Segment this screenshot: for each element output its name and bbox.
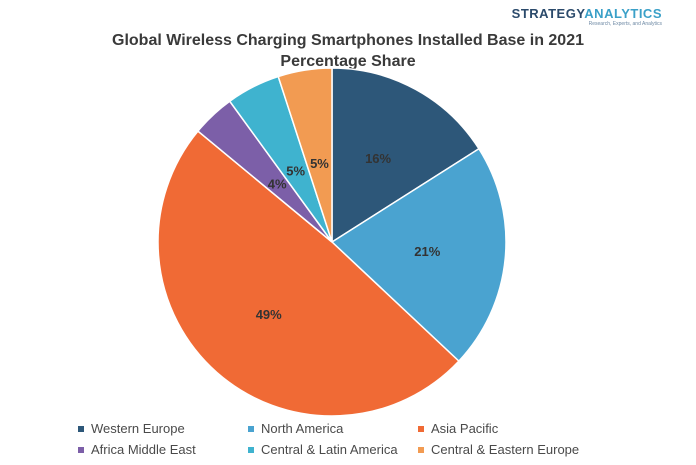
legend-label: North America — [261, 421, 344, 436]
legend-swatch — [418, 446, 424, 453]
legend-label: Central & Latin America — [261, 442, 398, 457]
chart-title: Global Wireless Charging Smartphones Ins… — [112, 32, 584, 49]
pie-slice-asia-pacific — [157, 130, 460, 417]
logo-accent-text: ANALYTICS — [584, 6, 662, 21]
legend-label: Asia Pacific — [431, 421, 499, 436]
pie-slice-north-america — [330, 147, 507, 363]
legend-swatch — [78, 425, 84, 432]
legend-swatch — [78, 446, 84, 453]
slice-data-label: 49% — [256, 307, 282, 322]
logo-main-text: STRATEGY — [511, 6, 585, 21]
legend-swatch — [418, 425, 424, 432]
legend-swatch — [248, 425, 254, 432]
chart-title-block: Global Wireless Charging Smartphones Ins… — [0, 30, 696, 72]
logo-wordmark: STRATEGYANALYTICS — [512, 6, 662, 21]
legend-label: Western Europe — [91, 421, 185, 436]
brand-logo: STRATEGYANALYTICS Research, Experts, and… — [512, 6, 662, 28]
slice-data-label: 4% — [268, 177, 287, 192]
slice-data-label: 5% — [286, 164, 305, 179]
slice-data-label: 5% — [310, 156, 329, 171]
legend-item: Western Europe — [78, 421, 248, 436]
chart-subtitle: Percentage Share — [280, 53, 416, 70]
legend-item: Africa Middle East — [78, 442, 248, 457]
legend-item: Asia Pacific — [418, 421, 618, 436]
legend-swatch — [248, 446, 254, 453]
chart-legend: Western Europe North America Asia Pacific A… — [78, 421, 618, 457]
legend-label: Africa Middle East — [91, 442, 196, 457]
logo-tagline: Research, Experts, and Analytics — [588, 21, 662, 27]
slice-data-label: 16% — [365, 151, 391, 166]
legend-item: Central & Latin America — [248, 442, 418, 457]
pie-slice-central-eastern-europe — [277, 67, 333, 243]
slice-data-label: 21% — [414, 244, 440, 259]
legend-item: Central & Eastern Europe — [418, 442, 618, 457]
legend-item: North America — [248, 421, 418, 436]
legend-label: Central & Eastern Europe — [431, 442, 580, 457]
pie-slice-western-europe — [331, 67, 480, 244]
